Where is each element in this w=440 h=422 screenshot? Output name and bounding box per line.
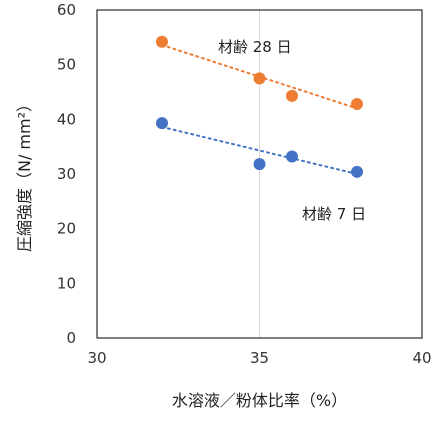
x-tick-40: 40 — [412, 349, 431, 367]
y-tick-60: 60 — [57, 1, 76, 19]
y-tick-50: 50 — [57, 56, 76, 74]
y-axis-title: 圧縮強度（N/ mm²） — [15, 96, 34, 252]
point-series-1-0 — [156, 117, 168, 130]
plot-frame — [96, 9, 423, 339]
x-tick-35: 35 — [250, 349, 269, 367]
annotation-28-day: 材齢 28 日 — [218, 38, 292, 56]
trendline-series-1 — [161, 125, 358, 175]
x-axis-title: 水溶液／粉体比率（%） — [172, 391, 347, 410]
point-series-1-2 — [286, 150, 298, 163]
point-series-0-2 — [286, 89, 298, 102]
point-series-0-3 — [351, 98, 363, 111]
y-tick-0: 0 — [66, 329, 76, 347]
annotation-7-day: 材齢 7 日 — [302, 205, 366, 223]
y-tick-20: 20 — [57, 220, 76, 238]
data-points — [156, 35, 363, 178]
point-series-0-0 — [156, 35, 168, 48]
y-tick-40: 40 — [57, 110, 76, 128]
y-tick-10: 10 — [57, 274, 76, 292]
y-tick-labels: 0 10 20 30 40 50 60 — [57, 1, 76, 347]
y-tick-30: 30 — [57, 165, 76, 183]
x-tick-30: 30 — [87, 349, 106, 367]
point-series-1-3 — [351, 165, 363, 178]
point-series-0-1 — [253, 72, 266, 85]
point-series-1-1 — [253, 158, 266, 171]
x-tick-labels: 30 35 40 — [87, 349, 431, 367]
